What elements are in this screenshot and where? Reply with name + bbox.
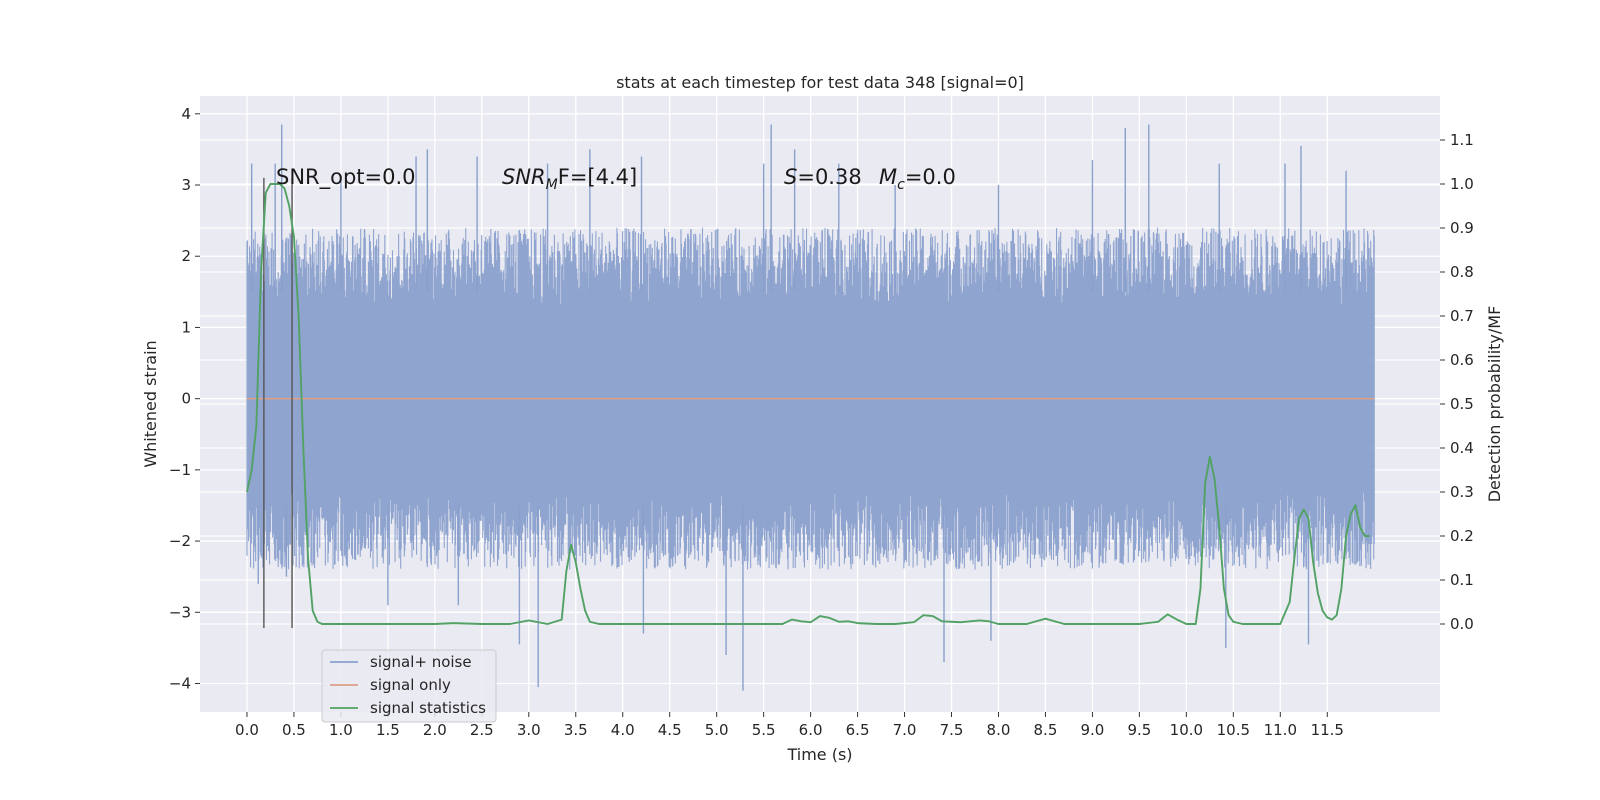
legend-label-signal-noise: signal+ noise — [370, 653, 472, 671]
x-tick-label: 11.5 — [1311, 721, 1344, 739]
y-tick-label: −4 — [169, 675, 191, 693]
y-tick-label: −3 — [169, 603, 191, 621]
signal-statistics-line — [246, 183, 1370, 625]
y-tick-label: 0 — [181, 390, 191, 408]
x-tick-label: 7.5 — [940, 721, 964, 739]
x-tick-label: 3.5 — [564, 721, 588, 739]
x-tick-label: 10.5 — [1217, 721, 1250, 739]
x-tick-label: 3.0 — [517, 721, 541, 739]
legend: signal+ noise signal only signal statist… — [321, 649, 497, 723]
x-tick-label: 6.0 — [799, 721, 823, 739]
series-signal-noise — [246, 124, 1375, 691]
y2-tick-label: 0.4 — [1450, 439, 1474, 457]
y-tick-label: 1 — [181, 318, 191, 336]
x-tick-label: 8.5 — [1034, 721, 1058, 739]
x-tick-label: 11.0 — [1264, 721, 1297, 739]
x-axis-ticks: 0.0 0.5 1.0 1.5 2.0 2.5 3.0 3.5 4.0 4.5 5.0 5.5 6.0 6… — [235, 712, 1344, 739]
x-tick-label: 8.0 — [987, 721, 1011, 739]
y-tick-label: 3 — [181, 176, 191, 194]
mc-variable: M — [879, 165, 897, 189]
y2-axis-label: Detection probability/MF — [1485, 306, 1504, 503]
x-tick-label: 2.5 — [470, 721, 494, 739]
y-axis-label: Whitened strain — [141, 340, 160, 467]
mc-value: =0.0 — [905, 165, 956, 189]
y2-tick-label: 1.1 — [1450, 131, 1474, 149]
x-tick-label: 0.5 — [282, 721, 306, 739]
y2-tick-label: 0.3 — [1450, 483, 1474, 501]
y2-tick-label: 0.7 — [1450, 307, 1474, 325]
mc-sub: c — [897, 177, 905, 193]
y-tick-label: −2 — [169, 532, 191, 550]
s-variable: S — [784, 165, 797, 189]
y2-tick-label: 0.1 — [1450, 571, 1474, 589]
y2-tick-label: 0.5 — [1450, 395, 1474, 413]
y2-tick-label: 0.9 — [1450, 219, 1474, 237]
x-tick-label: 1.0 — [329, 721, 353, 739]
x-tick-label: 5.5 — [752, 721, 776, 739]
s-value: =0.38 — [797, 165, 861, 189]
annotation-snr-mf: SNRMF=[4.4] — [502, 165, 637, 193]
snr-mf-rest: F=[4.4] — [558, 165, 637, 189]
annotation-mc: Mc=0.0 — [879, 165, 956, 193]
x-tick-label: 9.5 — [1127, 721, 1151, 739]
y2-axis-ticks: 0.0 0.1 0.2 0.3 0.4 0.5 0.6 0.7 0.8 0.9 1.0 1.1 — [1440, 131, 1474, 633]
snr-mf-sub: M — [546, 177, 558, 193]
x-tick-label: 0.0 — [235, 721, 259, 739]
x-tick-label: 7.0 — [893, 721, 917, 739]
annotation-snr-opt: SNR_opt=0.0 — [276, 165, 416, 190]
x-tick-label: 4.0 — [611, 721, 635, 739]
y-tick-label: 4 — [181, 105, 191, 123]
x-tick-label: 2.0 — [423, 721, 447, 739]
x-tick-label: 9.0 — [1080, 721, 1104, 739]
x-tick-label: 6.5 — [846, 721, 870, 739]
x-tick-label: 1.5 — [376, 721, 400, 739]
y2-tick-label: 1.0 — [1450, 175, 1474, 193]
y2-tick-label: 0.2 — [1450, 527, 1474, 545]
y2-tick-label: 0.0 — [1450, 615, 1474, 633]
legend-box — [321, 649, 497, 723]
legend-label-signal-only: signal only — [370, 676, 451, 694]
x-tick-label: 5.0 — [705, 721, 729, 739]
annotation-s: S=0.38 — [784, 165, 862, 189]
y-tick-label: 2 — [181, 247, 191, 265]
y-tick-label: −1 — [169, 461, 191, 479]
x-tick-label: 10.0 — [1170, 721, 1203, 739]
snr-mf-main: SNR — [502, 165, 546, 189]
chart-title: stats at each timestep for test data 348… — [616, 73, 1024, 92]
y2-tick-label: 0.6 — [1450, 351, 1474, 369]
series-signal-statistics — [246, 183, 1370, 625]
y2-tick-label: 0.8 — [1450, 263, 1474, 281]
vertical-markers — [263, 177, 293, 628]
x-tick-label: 4.5 — [658, 721, 682, 739]
x-axis-label: Time (s) — [786, 745, 852, 764]
legend-label-signal-statistics: signal statistics — [370, 699, 486, 717]
y-axis-ticks: −4 −3 −2 −1 0 1 2 3 4 — [169, 105, 200, 693]
